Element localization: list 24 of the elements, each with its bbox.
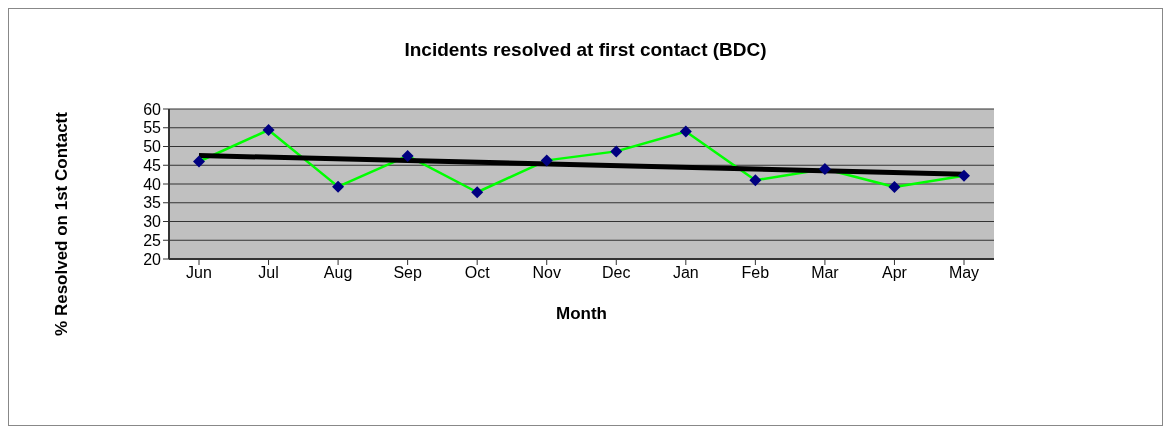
- y-tick-label: 30: [143, 213, 162, 231]
- x-tick-label: Dec: [602, 264, 631, 282]
- x-tick-label: Apr: [882, 264, 908, 282]
- y-axis-title: % Resolved on 1st Contactt: [52, 111, 72, 336]
- x-tick-label: Jun: [186, 264, 212, 282]
- y-tick-label: 20: [143, 250, 162, 268]
- x-tick-label: Jul: [258, 264, 279, 282]
- x-tick-label: May: [948, 264, 980, 282]
- x-tick-label: Jan: [672, 264, 699, 282]
- y-tick-label: 25: [143, 231, 162, 249]
- x-axis-title: Month: [556, 304, 607, 323]
- x-tick-label: Nov: [532, 264, 561, 282]
- y-tick-label: 55: [143, 119, 162, 137]
- y-tick-label: 50: [143, 138, 162, 156]
- y-tick-label: 35: [143, 194, 162, 212]
- y-tick-label: 45: [143, 156, 162, 174]
- x-tick-label: Feb: [741, 264, 770, 282]
- chart-title: Incidents resolved at first contact (BDC): [403, 39, 768, 61]
- y-tick-label: 40: [143, 175, 162, 193]
- x-tick-label: Oct: [464, 264, 491, 282]
- y-tick-label: 60: [143, 100, 162, 118]
- x-tick-label: Aug: [323, 264, 353, 282]
- x-tick-label: Mar: [811, 264, 840, 282]
- x-tick-label: Sep: [393, 264, 422, 282]
